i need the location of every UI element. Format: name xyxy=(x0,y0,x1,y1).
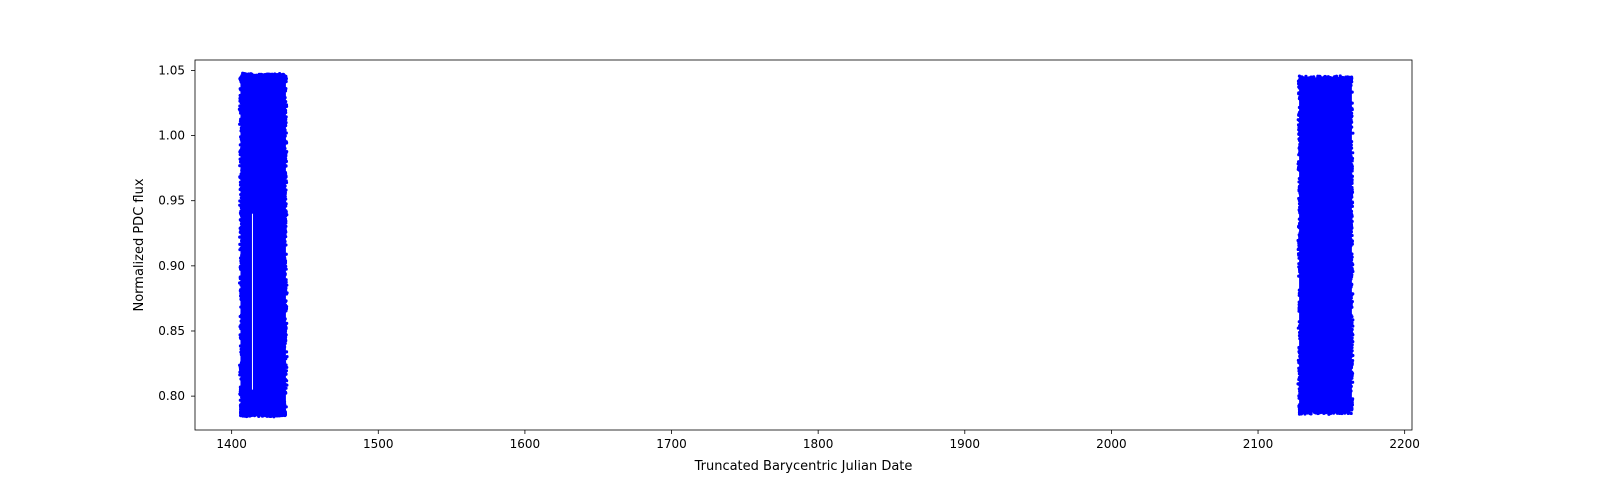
x-tick-label: 1900 xyxy=(950,437,981,451)
x-tick-label: 2100 xyxy=(1243,437,1274,451)
x-tick-label: 1500 xyxy=(363,437,394,451)
y-axis-label: Normalized PDC flux xyxy=(132,178,147,311)
y-tick-label: 1.00 xyxy=(158,129,185,143)
x-tick-label: 2200 xyxy=(1389,437,1420,451)
chart-svg: 1400 1500 1600 1700 1800 1900 2000 2100 2200 0.80… xyxy=(0,0,1600,500)
x-tick-label: 1800 xyxy=(803,437,834,451)
x-axis-label: Truncated Barycentric Julian Date xyxy=(694,459,913,474)
y-tick-label: 0.80 xyxy=(158,389,185,403)
lightcurve-chart: 1400 1500 1600 1700 1800 1900 2000 2100 2200 0.80… xyxy=(0,0,1600,500)
x-tick-label: 1600 xyxy=(510,437,541,451)
y-tick-label: 0.85 xyxy=(158,324,185,338)
x-tick-label: 1400 xyxy=(216,437,247,451)
y-tick-label: 0.95 xyxy=(158,194,185,208)
x-tick-label: 2000 xyxy=(1096,437,1127,451)
x-tick-label: 1700 xyxy=(656,437,687,451)
y-tick-label: 0.90 xyxy=(158,259,185,273)
y-tick-label: 1.05 xyxy=(158,63,185,77)
